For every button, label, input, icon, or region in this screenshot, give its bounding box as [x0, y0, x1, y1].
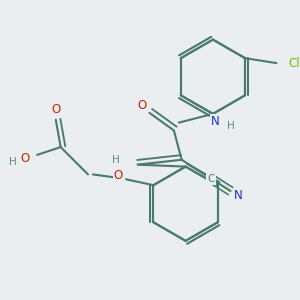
Text: O: O	[137, 99, 146, 112]
Text: H: H	[112, 155, 120, 165]
Text: O: O	[114, 169, 123, 182]
Text: Cl: Cl	[288, 57, 300, 70]
Text: H: H	[227, 121, 234, 130]
Text: H: H	[9, 157, 17, 167]
Text: O: O	[20, 152, 29, 165]
Text: N: N	[234, 189, 243, 203]
Text: C: C	[207, 174, 215, 184]
Text: N: N	[211, 115, 219, 128]
Text: O: O	[51, 103, 60, 116]
